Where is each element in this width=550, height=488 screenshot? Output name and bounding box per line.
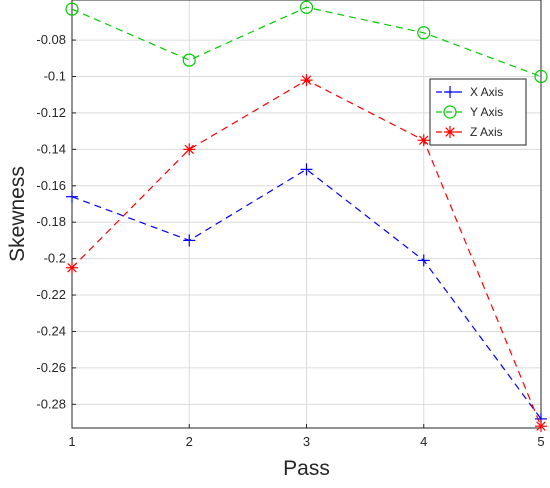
x-tick-label: 4 [420,434,427,449]
data-point-z-axis [417,134,430,147]
y-tick-label: -0.26 [36,360,66,375]
data-point-x-axis [417,254,430,267]
data-point-x-axis [183,234,196,247]
legend-marker [444,126,456,138]
y-tick-label: -0.22 [36,287,66,302]
x-tick-label: 5 [537,434,544,449]
data-point-z-axis [183,143,196,156]
legend-item-y-axis: Y Axis [436,105,503,119]
data-point-y-axis [534,69,548,84]
y-tick-label: -0.24 [36,323,66,338]
y-tick-label: -0.18 [36,214,66,229]
legend-label: X Axis [470,85,503,99]
data-point-z-axis [66,261,78,274]
data-point-y-axis [299,0,314,14]
series-x-axis [66,163,547,425]
data-point-y-axis [65,2,79,16]
series-line-y-axis [71,6,542,78]
legend-item-z-axis: Z Axis [436,125,503,139]
data-point-y-axis [182,53,196,67]
y-tick-label: -0.08 [36,32,66,47]
legend-item-x-axis: X Axis [436,85,503,99]
legend-marker [444,86,456,98]
legend: X Axis Y Axis Z Axis [429,78,527,146]
x-tick-label: 3 [303,434,310,449]
y-axis-label: Skewness [6,166,29,262]
y-tick-label: -0.12 [36,105,66,120]
series-layer [65,0,548,433]
y-tick-label: -0.28 [36,396,66,411]
data-point-y-axis [417,26,431,40]
data-point-x-axis [300,163,313,176]
data-point-z-axis [300,74,313,87]
x-tick-labels: 1 2 3 4 5 [68,434,544,449]
data-point-z-axis [535,420,547,433]
legend-label: Z Axis [470,125,503,139]
grid [71,0,542,428]
y-tick-labels: -0.28 -0.26 -0.24 -0.22 -0.2 -0.18 -0.16 -0.14 -… [36,32,66,411]
series-z-axis [66,74,547,433]
y-tick-label: -0.1 [44,68,66,83]
x-tick-label: 2 [186,434,193,449]
y-tick-label: -0.16 [36,178,66,193]
legend-marker [443,105,457,119]
legend-label: Y Axis [470,105,503,119]
x-tick-label: 1 [68,434,75,449]
series-y-axis [65,0,548,84]
y-tick-label: -0.2 [44,251,66,266]
x-axis-label: Pass [283,457,330,480]
y-tick-label: -0.14 [36,141,66,156]
data-point-x-axis [66,190,78,203]
